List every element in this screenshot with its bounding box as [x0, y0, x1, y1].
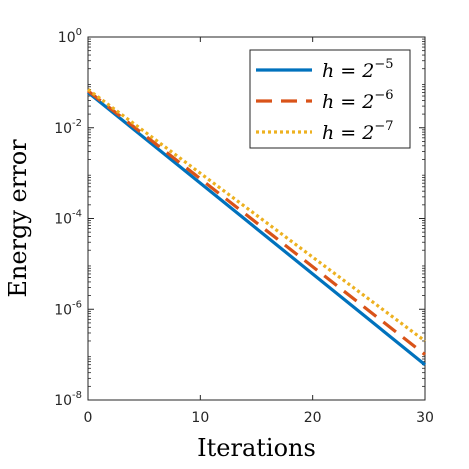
legend-entry-3: h = 2−7 — [322, 119, 394, 144]
y-tick-exponent: 0 — [76, 27, 82, 38]
y-tick-base: 10 — [54, 393, 72, 409]
legend-entry-main: h = 2 — [322, 122, 374, 144]
legend-entry-1: h = 2−5 — [322, 57, 394, 82]
y-tick-label: 10-6 — [54, 299, 82, 318]
y-axis-label: Energy error — [4, 139, 32, 298]
y-tick-exponent: -2 — [72, 118, 82, 129]
legend-entry-main: h = 2 — [322, 91, 374, 113]
legend-entry-exponent: −7 — [374, 119, 393, 134]
y-tick-base: 10 — [58, 30, 76, 46]
series-line-3 — [87, 88, 426, 343]
x-tick-label: 20 — [304, 410, 322, 426]
legend-entry-main: h = 2 — [322, 60, 374, 82]
series-line-2 — [87, 89, 426, 356]
x-tick-label: 0 — [84, 410, 93, 426]
y-tick-base: 10 — [54, 302, 72, 318]
y-tick-exponent: -6 — [72, 299, 82, 310]
y-tick-label: 10-8 — [54, 390, 82, 409]
y-tick-base: 10 — [54, 121, 72, 137]
legend-entry-exponent: −6 — [374, 88, 393, 103]
legend-entry-2: h = 2−6 — [322, 88, 394, 113]
x-tick-label: 30 — [416, 410, 434, 426]
y-tick-base: 10 — [54, 212, 72, 228]
x-tick-label: 10 — [191, 410, 209, 426]
y-tick-label: 10-4 — [54, 209, 82, 228]
x-axis-label: Iterations — [197, 434, 316, 462]
legend-entry-exponent: −5 — [374, 57, 393, 72]
y-tick-exponent: -4 — [72, 209, 82, 220]
y-tick-label: 10-2 — [54, 118, 82, 137]
series-line-1 — [86, 91, 427, 366]
y-tick-exponent: -8 — [72, 390, 82, 401]
y-tick-label: 100 — [58, 27, 82, 46]
